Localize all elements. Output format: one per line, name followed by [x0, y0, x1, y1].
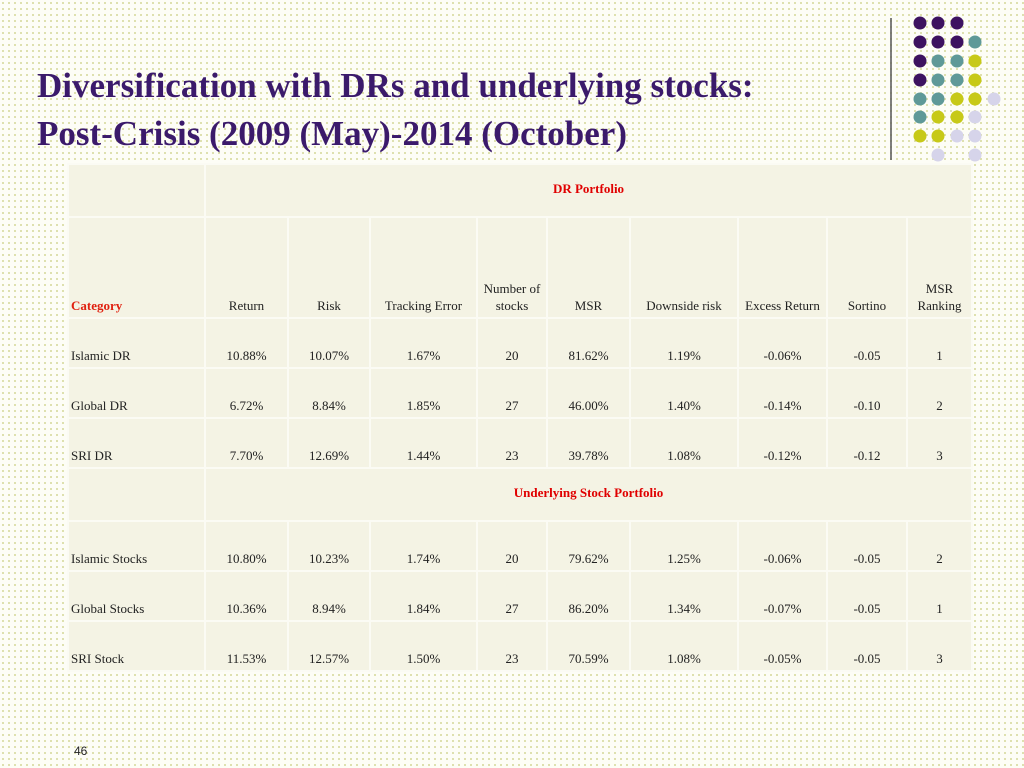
cell: 2: [906, 367, 973, 419]
data-row: Global Stocks 10.36% 8.94% 1.84% 27 86.20% 1.3…: [67, 570, 973, 622]
cell: 1.50%: [369, 620, 478, 672]
cell: -0.10: [826, 367, 908, 419]
cell: 1.84%: [369, 570, 478, 622]
data-row: Islamic DR 10.88% 10.07% 1.67% 20 81.62% 1.19%…: [67, 317, 973, 369]
cell: Global Stocks: [67, 570, 206, 622]
column-header: Number of stocks: [476, 216, 548, 319]
cell: 6.72%: [204, 367, 289, 419]
cell: 10.07%: [287, 317, 371, 369]
section-row: DR Portfolio: [67, 163, 973, 218]
cell: -0.12: [826, 417, 908, 469]
column-header: Sortino: [826, 216, 908, 319]
cell: 7.70%: [204, 417, 289, 469]
cell: Islamic Stocks: [67, 520, 206, 572]
cell: 11.53%: [204, 620, 289, 672]
cell: -0.07%: [737, 570, 828, 622]
cell: 46.00%: [546, 367, 631, 419]
cell: 1.25%: [629, 520, 739, 572]
cell: 1.34%: [629, 570, 739, 622]
cell: SRI DR: [67, 417, 206, 469]
cell: 3: [906, 620, 973, 672]
data-row: SRI DR 7.70% 12.69% 1.44% 23 39.78% 1.08% -0.12…: [67, 417, 973, 469]
section-title: Underlying Stock Portfolio: [204, 467, 973, 522]
cell: 20: [476, 520, 548, 572]
cell: 1.08%: [629, 620, 739, 672]
cell: -0.06%: [737, 317, 828, 369]
cell: 81.62%: [546, 317, 631, 369]
cell: SRI Stock: [67, 620, 206, 672]
cell: 1.19%: [629, 317, 739, 369]
column-header: Return: [204, 216, 289, 319]
cell: 39.78%: [546, 417, 631, 469]
empty-cell: [67, 163, 206, 218]
cell: 8.94%: [287, 570, 371, 622]
column-header: MSR Ranking: [906, 216, 973, 319]
cell: 1.67%: [369, 317, 478, 369]
cell: 10.23%: [287, 520, 371, 572]
section-row: Underlying Stock Portfolio: [67, 467, 973, 522]
cell: 3: [906, 417, 973, 469]
cell: Islamic DR: [67, 317, 206, 369]
title-line: Post-Crisis (2009 (May)-2014 (October): [37, 114, 627, 153]
cell: -0.06%: [737, 520, 828, 572]
column-header: MSR: [546, 216, 631, 319]
cell: -0.14%: [737, 367, 828, 419]
cell: 1.44%: [369, 417, 478, 469]
cell: 8.84%: [287, 367, 371, 419]
decoration: [890, 16, 1001, 162]
cell: 12.57%: [287, 620, 371, 672]
results-table: DR Portfolio Category Return Risk Tracking E…: [67, 163, 973, 672]
page-number: 46: [74, 744, 88, 758]
header-row: Category Return Risk Tracking Error Number o…: [67, 216, 973, 319]
data-row: Islamic Stocks 10.80% 10.23% 1.74% 20 79.62% 1…: [67, 520, 973, 572]
cell: -0.05%: [737, 620, 828, 672]
cell: -0.05: [826, 317, 908, 369]
cell: 23: [476, 417, 548, 469]
cell: Global DR: [67, 367, 206, 419]
column-header: Risk: [287, 216, 371, 319]
cell: -0.05: [826, 520, 908, 572]
cell: 1.85%: [369, 367, 478, 419]
title-line: Diversification with DRs and underlying …: [37, 66, 754, 105]
slide-title: Diversification with DRs and underlying …: [37, 62, 754, 158]
column-header: Category: [67, 216, 206, 319]
cell: 12.69%: [287, 417, 371, 469]
column-header: Tracking Error: [369, 216, 478, 319]
column-header: Excess Return: [737, 216, 828, 319]
cell: 1: [906, 570, 973, 622]
cell: 1: [906, 317, 973, 369]
dots: [913, 16, 1001, 162]
cell: 1.40%: [629, 367, 739, 419]
data-row: SRI Stock 11.53% 12.57% 1.50% 23 70.59% 1.08% -…: [67, 620, 973, 672]
section-title: DR Portfolio: [204, 163, 973, 218]
cell: 2: [906, 520, 973, 572]
cell: -0.12%: [737, 417, 828, 469]
data-row: Global DR 6.72% 8.84% 1.85% 27 46.00% 1.40% -0.…: [67, 367, 973, 419]
cell: 10.80%: [204, 520, 289, 572]
cell: 86.20%: [546, 570, 631, 622]
cell: 1.08%: [629, 417, 739, 469]
cell: 79.62%: [546, 520, 631, 572]
column-header: Downside risk: [629, 216, 739, 319]
cell: -0.05: [826, 570, 908, 622]
cell: -0.05: [826, 620, 908, 672]
empty-cell: [67, 467, 206, 522]
cell: 27: [476, 367, 548, 419]
cell: 70.59%: [546, 620, 631, 672]
cell: 20: [476, 317, 548, 369]
cell: 23: [476, 620, 548, 672]
cell: 27: [476, 570, 548, 622]
cell: 10.88%: [204, 317, 289, 369]
cell: 1.74%: [369, 520, 478, 572]
cell: 10.36%: [204, 570, 289, 622]
